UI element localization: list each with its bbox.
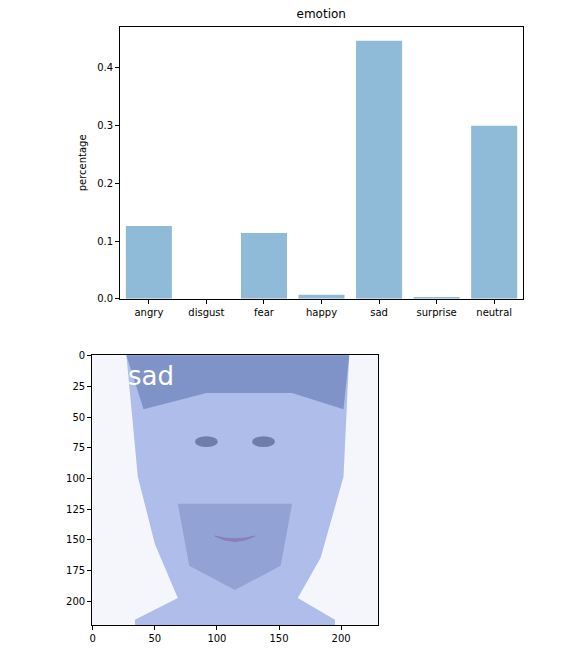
svg-text:75: 75	[72, 442, 85, 453]
svg-text:200: 200	[332, 633, 351, 644]
svg-text:150: 150	[269, 633, 288, 644]
svg-text:200: 200	[66, 596, 85, 607]
svg-text:0.0: 0.0	[97, 293, 113, 304]
svg-text:angry: angry	[134, 307, 163, 318]
svg-text:neutral: neutral	[476, 307, 512, 318]
svg-text:125: 125	[66, 504, 85, 515]
svg-text:50: 50	[148, 633, 161, 644]
svg-text:0.4: 0.4	[97, 62, 113, 73]
svg-text:100: 100	[66, 473, 85, 484]
svg-text:percentage: percentage	[77, 134, 88, 191]
svg-text:0.1: 0.1	[97, 236, 113, 247]
svg-text:25: 25	[72, 381, 85, 392]
svg-text:surprise: surprise	[416, 307, 456, 318]
svg-text:50: 50	[72, 412, 85, 423]
svg-text:0.3: 0.3	[97, 120, 113, 131]
svg-text:emotion: emotion	[297, 7, 346, 21]
svg-text:0: 0	[79, 350, 85, 361]
svg-text:sad: sad	[370, 307, 388, 318]
svg-text:sad: sad	[128, 361, 174, 391]
svg-text:100: 100	[207, 633, 226, 644]
svg-text:happy: happy	[306, 307, 337, 318]
svg-text:0: 0	[90, 633, 96, 644]
svg-text:disgust: disgust	[188, 307, 224, 318]
svg-text:fear: fear	[254, 307, 275, 318]
svg-text:150: 150	[66, 534, 85, 545]
svg-text:0.2: 0.2	[97, 178, 113, 189]
svg-text:175: 175	[66, 565, 85, 576]
